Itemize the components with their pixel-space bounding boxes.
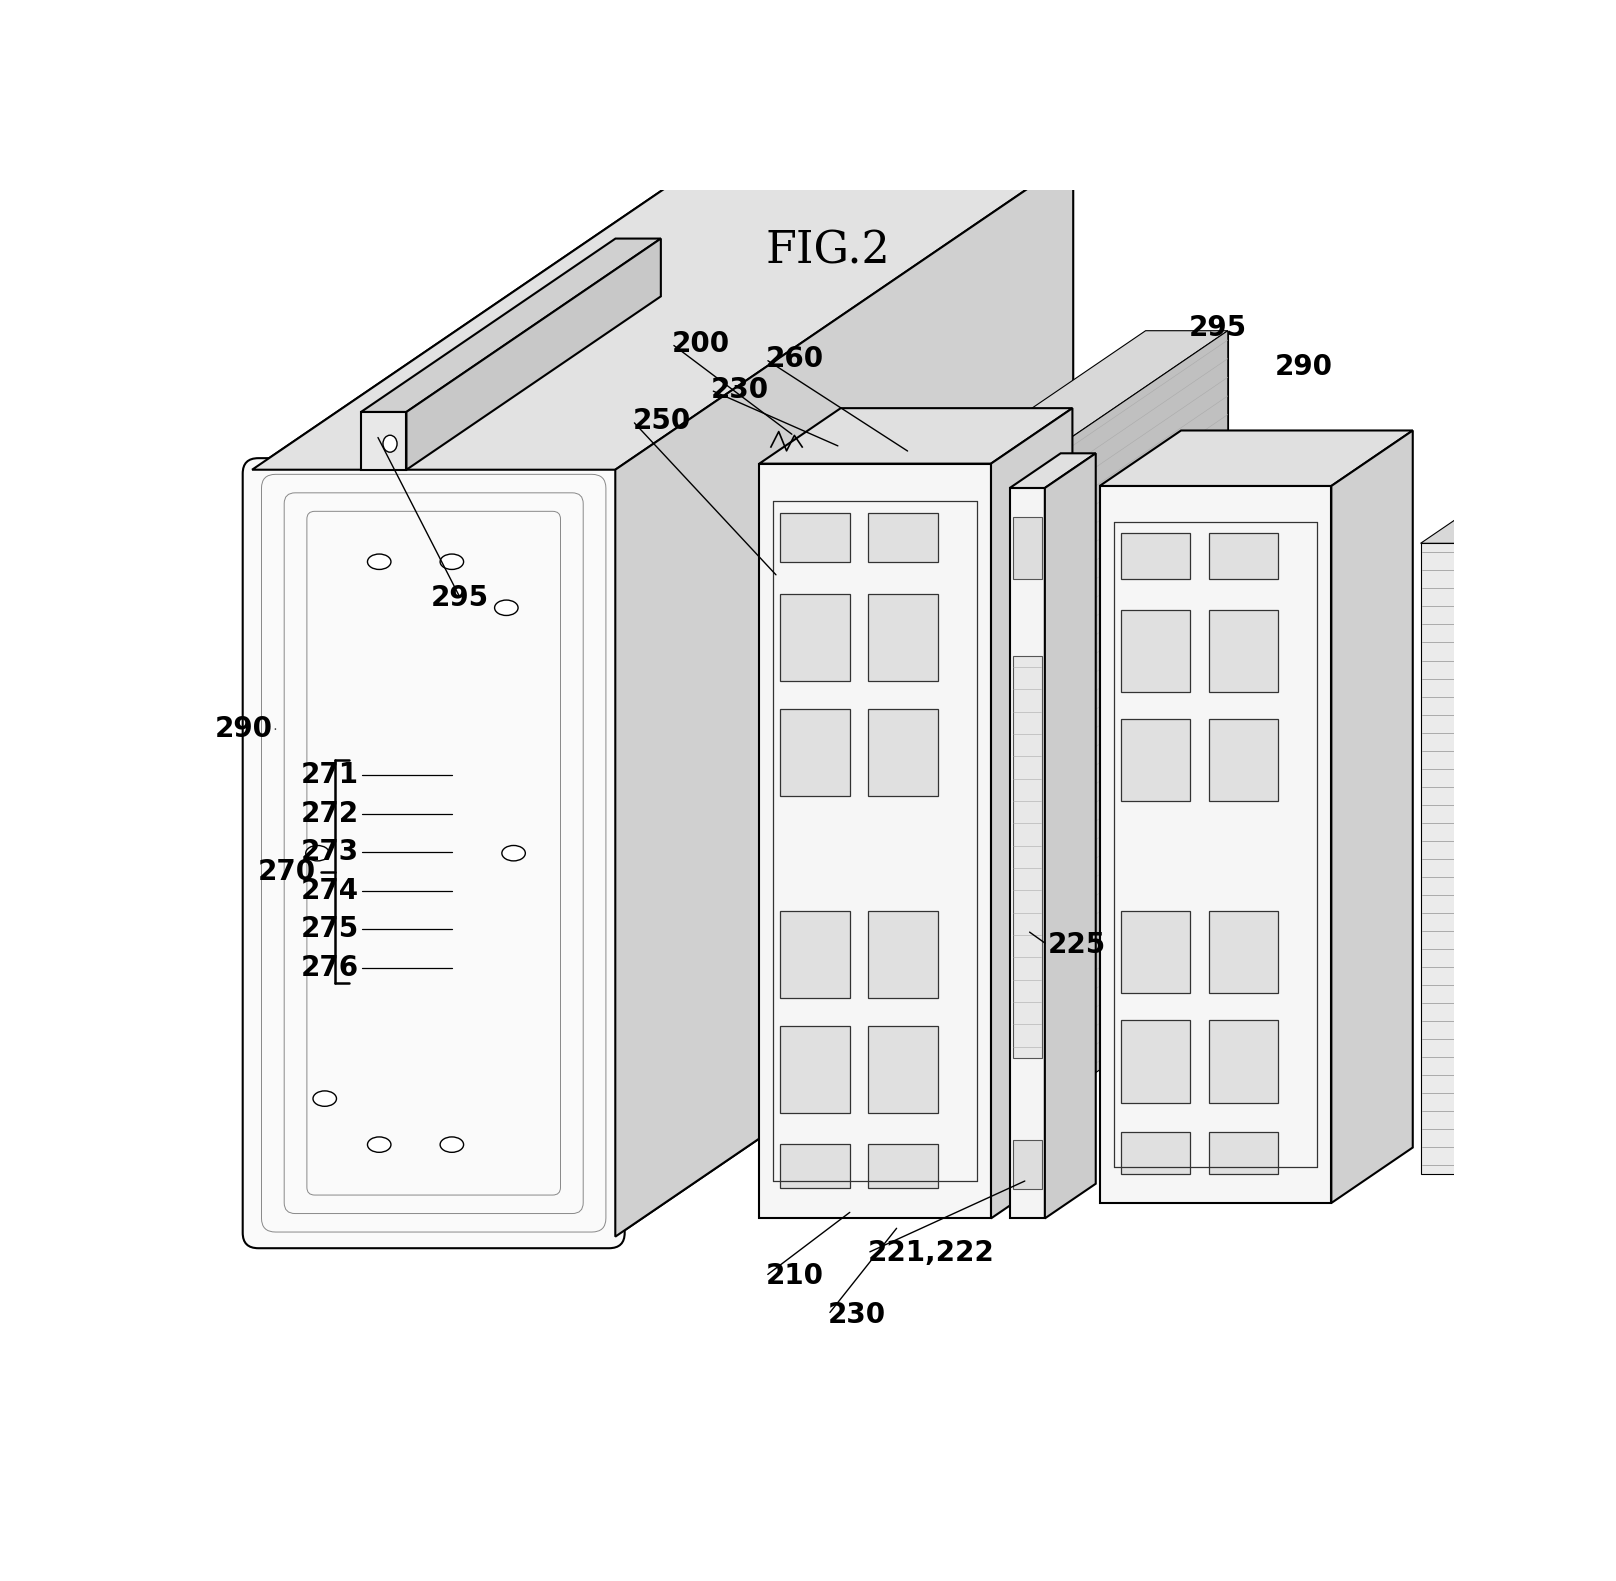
Bar: [781, 594, 850, 681]
Bar: [868, 512, 937, 561]
Bar: [1013, 1140, 1042, 1189]
Polygon shape: [360, 239, 661, 413]
Bar: [1209, 719, 1278, 802]
Text: 275: 275: [301, 915, 359, 944]
Text: 295: 295: [431, 583, 490, 612]
Bar: [1120, 610, 1189, 692]
Bar: [1209, 610, 1278, 692]
Polygon shape: [760, 408, 1073, 463]
Bar: [781, 708, 850, 795]
Ellipse shape: [367, 1137, 391, 1153]
Text: 290: 290: [1275, 353, 1332, 381]
Text: 210: 210: [766, 1262, 824, 1290]
Bar: [1120, 1132, 1189, 1175]
Polygon shape: [1010, 454, 1096, 489]
Polygon shape: [1503, 335, 1616, 1175]
Ellipse shape: [440, 1137, 464, 1153]
Text: 250: 250: [632, 406, 690, 435]
Text: 200: 200: [672, 330, 730, 357]
Polygon shape: [252, 158, 1073, 470]
Polygon shape: [252, 470, 616, 1236]
FancyBboxPatch shape: [242, 458, 625, 1249]
Ellipse shape: [367, 553, 391, 569]
Text: 273: 273: [301, 838, 359, 866]
Bar: [1209, 1132, 1278, 1175]
Bar: [868, 594, 937, 681]
Bar: [1120, 533, 1189, 579]
Polygon shape: [840, 539, 923, 1190]
Text: 221,222: 221,222: [868, 1240, 994, 1266]
Polygon shape: [1046, 454, 1096, 1219]
Bar: [1209, 533, 1278, 579]
Bar: [868, 1026, 937, 1113]
Ellipse shape: [494, 601, 519, 615]
Bar: [781, 1145, 850, 1189]
Bar: [1013, 517, 1042, 579]
Text: 274: 274: [301, 877, 359, 904]
Bar: [868, 708, 937, 795]
Polygon shape: [1332, 430, 1412, 1203]
Ellipse shape: [305, 846, 330, 862]
Polygon shape: [1010, 489, 1046, 1219]
Ellipse shape: [503, 846, 525, 862]
Polygon shape: [1099, 430, 1412, 485]
Polygon shape: [1099, 485, 1332, 1203]
Text: FIG.2: FIG.2: [766, 229, 890, 274]
Text: 230: 230: [711, 376, 769, 405]
Text: 295: 295: [1188, 315, 1246, 343]
Polygon shape: [760, 463, 991, 1219]
Text: 260: 260: [766, 345, 824, 373]
Text: 276: 276: [301, 953, 359, 982]
Ellipse shape: [383, 435, 398, 452]
Bar: [781, 911, 850, 998]
Bar: [1013, 656, 1042, 1058]
Text: 270: 270: [257, 857, 315, 885]
Text: 272: 272: [301, 800, 359, 828]
Polygon shape: [709, 158, 1073, 925]
Bar: [1209, 1020, 1278, 1102]
Polygon shape: [1146, 330, 1228, 983]
Bar: [781, 1026, 850, 1113]
Bar: [1120, 719, 1189, 802]
Text: 225: 225: [1047, 931, 1105, 958]
Polygon shape: [616, 158, 1073, 1236]
Polygon shape: [991, 408, 1073, 1219]
Polygon shape: [840, 330, 1228, 539]
Ellipse shape: [440, 553, 464, 569]
Bar: [868, 1145, 937, 1189]
Polygon shape: [407, 239, 661, 470]
Polygon shape: [252, 158, 709, 1236]
Bar: [1120, 911, 1189, 993]
Polygon shape: [1420, 335, 1616, 544]
Bar: [1209, 911, 1278, 993]
Bar: [868, 911, 937, 998]
Bar: [1120, 1020, 1189, 1102]
Bar: [781, 512, 850, 561]
Polygon shape: [1420, 544, 1503, 1175]
Ellipse shape: [314, 1091, 336, 1107]
Polygon shape: [923, 330, 1228, 1190]
Text: 290: 290: [215, 715, 273, 743]
Polygon shape: [360, 413, 407, 470]
Text: 230: 230: [829, 1301, 886, 1328]
Text: 271: 271: [301, 762, 359, 789]
Polygon shape: [252, 925, 1073, 1236]
